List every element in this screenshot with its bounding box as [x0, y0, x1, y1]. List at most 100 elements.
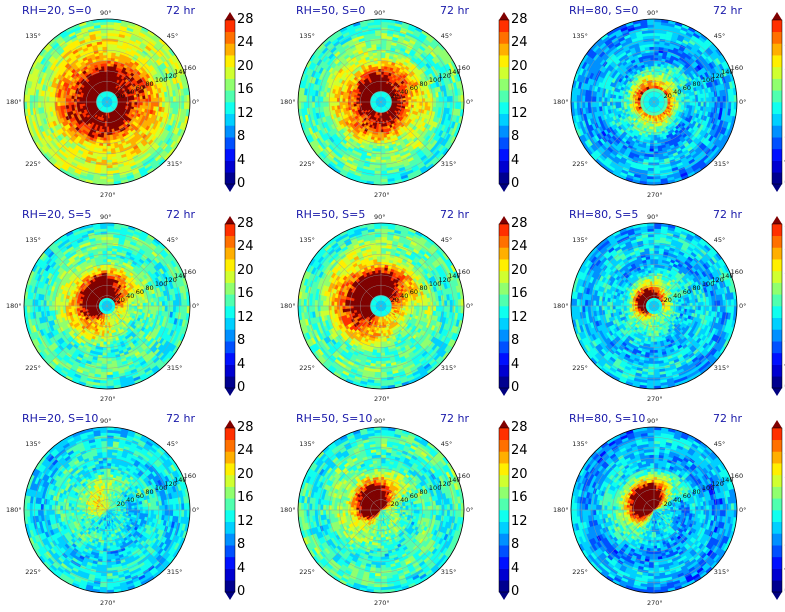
colorbar — [771, 420, 783, 600]
radius-tick-label: 60 — [683, 288, 691, 296]
radius-tick-label: 120 — [165, 276, 177, 284]
colorbar-bin — [772, 148, 782, 161]
colorbar-bin — [499, 102, 509, 115]
colorbar-bin — [225, 270, 235, 283]
angle-tick-label: 270° — [647, 599, 663, 607]
colorbar-tick-label: 0 — [511, 584, 519, 599]
angle-tick-label: 0° — [192, 98, 199, 106]
colorbar-bin — [772, 341, 782, 354]
radius-tick-label: 60 — [410, 492, 418, 500]
panel-rh-50-s-5: RH=50, S=5 72 hr 20 40 60 80 100 120 140 160 90° 45… — [280, 208, 536, 408]
radius-tick-label: 80 — [145, 488, 153, 496]
colorbar-under-triangle — [499, 388, 509, 396]
colorbar-bin — [225, 545, 235, 558]
angle-tick-label: 45° — [441, 440, 453, 448]
radius-tick-label: 60 — [683, 492, 691, 500]
angle-tick-label: 45° — [714, 236, 726, 244]
colorbar-bin — [225, 66, 235, 79]
radius-tick-label: 140 — [174, 476, 186, 484]
angle-tick-label: 315° — [167, 160, 183, 168]
panel-time-label: 72 hr — [713, 412, 742, 425]
colorbar-bin — [499, 31, 509, 44]
angle-tick-label: 90° — [647, 417, 659, 425]
colorbar-tick-label: 24 — [511, 35, 528, 50]
colorbar-bin — [225, 137, 235, 150]
angle-tick-label: 270° — [374, 599, 390, 607]
radius-tick-label: 100 — [702, 280, 714, 288]
colorbar-bin — [772, 102, 782, 115]
colorbar-bin — [499, 160, 509, 173]
colorbar-bin — [499, 317, 509, 330]
angle-tick-label: 90° — [100, 417, 112, 425]
colorbar-under-triangle — [772, 592, 782, 600]
polar-frame — [297, 426, 465, 594]
radius-tick-label: 160 — [184, 472, 196, 480]
colorbar-bin — [772, 137, 782, 150]
panel-rh-20-s-5: RH=20, S=5 72 hr 20 40 60 80 100 120 140 160 90° 45… — [6, 208, 262, 408]
colorbar-bin — [772, 282, 782, 295]
radius-tick-label: 120 — [439, 480, 451, 488]
radius-tick-label: 40 — [400, 496, 408, 504]
panel-rh-80-s-5: RH=80, S=5 72 hr 20 40 60 80 100 120 140 160 90° 45… — [553, 208, 785, 408]
radius-tick-label: 40 — [400, 292, 408, 300]
colorbar-bin — [225, 451, 235, 464]
colorbar-bin — [499, 486, 509, 499]
colorbar-bin — [772, 498, 782, 511]
colorbar-bin — [772, 376, 782, 389]
angle-tick-label: 180° — [553, 302, 569, 310]
radius-tick-label: 120 — [439, 276, 451, 284]
colorbar-bin — [772, 352, 782, 365]
panel-title: RH=80, S=10 — [569, 412, 645, 425]
colorbar-bin — [772, 545, 782, 558]
radius-tick-label: 120 — [712, 72, 724, 80]
colorbar-over-triangle — [499, 420, 509, 428]
radius-tick-label: 20 — [117, 92, 125, 100]
colorbar-bin — [499, 90, 509, 103]
panel-time-label: 72 hr — [166, 412, 195, 425]
colorbar-bin — [772, 125, 782, 138]
colorbar — [771, 12, 783, 192]
colorbar-bin — [499, 282, 509, 295]
colorbar-bin — [772, 306, 782, 319]
colorbar-bin — [499, 580, 509, 593]
colorbar-bin — [225, 148, 235, 161]
radius-tick-label: 160 — [458, 64, 470, 72]
colorbar-bin — [499, 451, 509, 464]
colorbar-tick-label: 4 — [237, 153, 245, 168]
angle-tick-label: 45° — [441, 32, 453, 40]
angle-tick-label: 135° — [572, 236, 588, 244]
radius-tick-label: 40 — [673, 292, 681, 300]
colorbar-tick-label: 28 — [237, 420, 254, 435]
panel-rh-50-s-10: RH=50, S=10 72 hr 20 40 60 80 100 120 140 160 90° 4… — [280, 412, 536, 612]
colorbar-over-triangle — [225, 420, 235, 428]
colorbar-bin — [225, 510, 235, 523]
colorbar-bin — [225, 306, 235, 319]
angle-tick-label: 180° — [280, 98, 296, 106]
colorbar-tick-label: 8 — [237, 333, 245, 348]
colorbar-bin — [225, 55, 235, 68]
colorbar-under-triangle — [225, 388, 235, 396]
colorbar-tick-label: 24 — [511, 239, 528, 254]
panel-time-label: 72 hr — [166, 4, 195, 17]
radius-tick-label: 160 — [184, 64, 196, 72]
radius-tick-label: 140 — [721, 68, 733, 76]
colorbar-bin — [772, 521, 782, 534]
radius-tick-label: 40 — [126, 292, 134, 300]
panel-title: RH=20, S=10 — [22, 412, 98, 425]
colorbar-tick-label: 4 — [237, 561, 245, 576]
colorbar-bin — [499, 270, 509, 283]
colorbar-tick-label: 0 — [237, 176, 245, 191]
radius-tick-label: 100 — [155, 76, 167, 84]
radius-tick-label: 140 — [174, 272, 186, 280]
colorbar-bin — [225, 556, 235, 569]
radius-tick-label: 80 — [419, 284, 427, 292]
radius-tick-label: 140 — [448, 476, 460, 484]
radius-tick-label: 160 — [731, 472, 743, 480]
colorbar-tick-label: 4 — [511, 357, 519, 372]
angle-tick-label: 135° — [25, 440, 41, 448]
colorbar-bin — [225, 113, 235, 126]
colorbar-bin — [499, 556, 509, 569]
polar-frame — [23, 222, 191, 390]
